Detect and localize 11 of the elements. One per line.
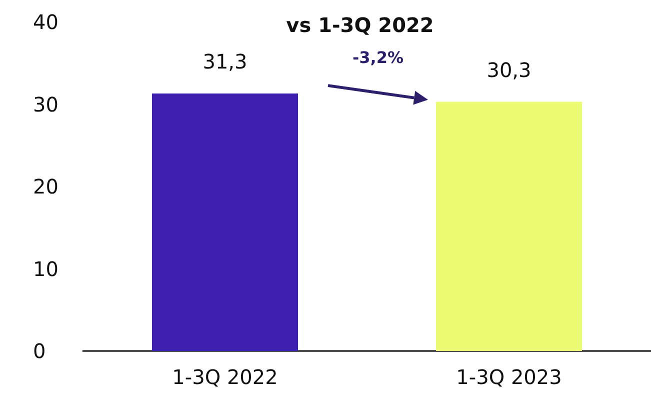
data-label: 31,3 (202, 50, 248, 74)
chart-title: vs 1-3Q 2022 (286, 13, 434, 37)
x-tick-label: 1-3Q 2022 (172, 365, 278, 389)
y-tick-label: 0 (33, 339, 46, 363)
y-tick-label: 30 (33, 92, 58, 116)
y-tick-label: 20 (33, 174, 58, 198)
y-tick-label: 10 (33, 256, 58, 281)
x-tick-label: 1-3Q 2023 (456, 365, 562, 389)
data-label: 30,3 (486, 58, 532, 82)
y-tick-label: 40 (33, 10, 58, 34)
annotation: -3,2% (352, 48, 404, 68)
